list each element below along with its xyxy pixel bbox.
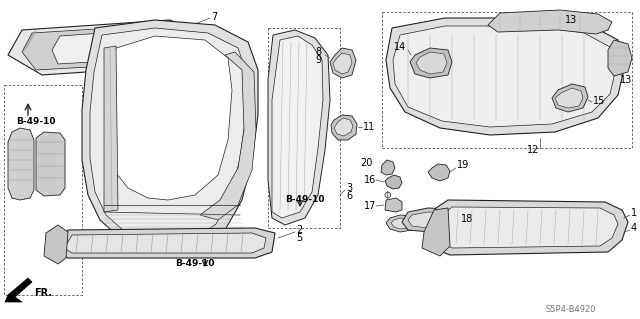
Polygon shape [434,207,618,248]
Polygon shape [552,84,588,112]
Text: 3: 3 [346,183,352,193]
Text: 1: 1 [631,208,637,218]
Polygon shape [200,52,256,220]
Polygon shape [268,30,330,225]
Text: 11: 11 [363,122,375,132]
Polygon shape [381,160,395,175]
Text: 14: 14 [394,42,406,52]
Text: 9: 9 [316,55,322,65]
Polygon shape [386,18,625,135]
Text: B-49-10: B-49-10 [175,259,214,269]
Text: 8: 8 [316,47,322,57]
Polygon shape [428,164,450,181]
Polygon shape [410,48,452,78]
Polygon shape [416,52,447,74]
Polygon shape [385,198,402,212]
Polygon shape [36,132,65,196]
Text: 17: 17 [364,201,376,211]
Text: B-49-10: B-49-10 [285,196,324,204]
Polygon shape [44,225,68,264]
Polygon shape [90,28,246,246]
Polygon shape [402,208,456,232]
Text: 16: 16 [364,175,376,185]
Polygon shape [82,20,258,255]
Polygon shape [8,128,34,200]
Text: 4: 4 [631,223,637,233]
Polygon shape [393,26,616,127]
Text: 20: 20 [360,158,373,168]
Polygon shape [22,25,192,70]
Polygon shape [555,88,583,108]
Text: FR.: FR. [34,288,52,298]
Polygon shape [334,118,353,136]
Polygon shape [8,20,205,75]
Polygon shape [106,36,232,200]
Text: 13: 13 [565,15,577,25]
Text: 2: 2 [296,225,302,235]
Polygon shape [608,40,632,76]
Polygon shape [52,30,168,64]
Text: 12: 12 [527,145,540,155]
Polygon shape [331,115,357,140]
Polygon shape [426,200,628,255]
Polygon shape [104,46,118,212]
Polygon shape [488,10,612,34]
Polygon shape [56,228,275,258]
Text: 18: 18 [461,214,473,224]
Text: 7: 7 [211,12,217,22]
Polygon shape [64,233,266,253]
Text: 6: 6 [346,191,352,201]
Text: 15: 15 [593,96,605,106]
Polygon shape [5,278,32,302]
Polygon shape [333,53,352,74]
Polygon shape [422,208,450,256]
Text: B-49-10: B-49-10 [16,117,56,127]
Polygon shape [385,175,402,189]
Polygon shape [272,36,323,218]
Polygon shape [391,218,411,229]
Text: 5: 5 [296,233,302,243]
Text: 19: 19 [457,160,469,170]
Polygon shape [386,215,416,232]
Text: S5P4-B4920: S5P4-B4920 [545,306,595,315]
Polygon shape [330,48,356,78]
Text: Φ: Φ [383,191,390,201]
Text: 13: 13 [620,75,632,85]
Polygon shape [408,212,450,228]
